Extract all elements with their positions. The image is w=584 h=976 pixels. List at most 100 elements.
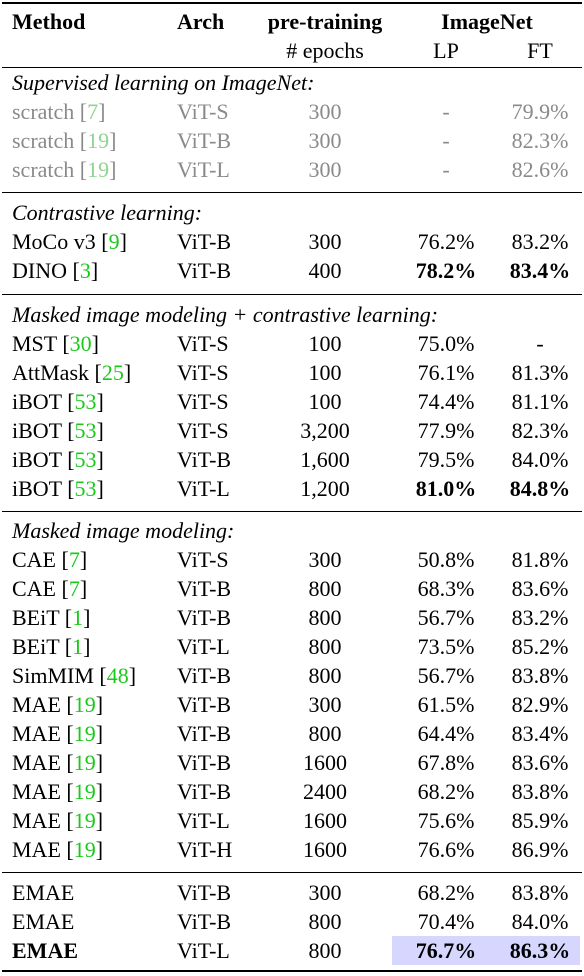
table-row: scratch [19] ViT-L 300 - 82.6% [0,155,584,184]
header-rule [2,67,582,68]
citation-link[interactable]: 3 [79,258,91,283]
arch-cell: ViT-S [177,547,229,572]
arch-cell: ViT-L [177,634,230,659]
table-row: iBOT [53] ViT-L 1,200 81.0% 84.8% [0,474,584,503]
ft-cell-highlight: 86.3% [500,936,580,965]
arch-cell: ViT-B [177,692,232,717]
section-title-mim-contrastive: Masked image modeling + contrastive lear… [0,300,584,329]
ft-cell: 83.6% [511,576,569,601]
method-name: BEiT [12,605,60,630]
header-method: Method [12,9,86,34]
epochs-cell: 800 [308,663,342,688]
section-title: Masked image modeling + contrastive lear… [12,302,439,327]
method-name: BEiT [12,634,60,659]
table-row: AttMask [25] ViT-S 100 76.1% 81.3% [0,358,584,387]
citation-link[interactable]: 19 [73,750,96,775]
citation-link[interactable]: 19 [73,721,96,746]
citation-link[interactable]: 19 [73,779,96,804]
epochs-cell: 300 [308,128,342,153]
lp-cell: 61.5% [417,692,475,717]
method-name: SimMIM [12,663,94,688]
citation-link[interactable]: 19 [87,128,110,153]
lp-cell: 64.4% [417,721,475,746]
epochs-cell: 300 [308,880,342,905]
citation-link[interactable]: 19 [73,837,96,862]
citation-link[interactable]: 30 [69,331,92,356]
arch-cell: ViT-S [177,331,229,356]
epochs-cell: 300 [308,692,342,717]
citation-link[interactable]: 53 [74,447,97,472]
citation-link[interactable]: 53 [74,476,97,501]
ft-cell: 81.1% [511,389,569,414]
header-epochs: # epochs [286,38,364,63]
citation-link[interactable]: 53 [74,418,97,443]
epochs-cell: 800 [308,938,342,963]
epochs-cell: 300 [308,547,342,572]
citation-link[interactable]: 7 [87,99,99,124]
lp-cell: 79.5% [417,447,475,472]
ft-cell: 82.6% [511,157,569,182]
method-name: iBOT [12,418,62,443]
citation-link[interactable]: 9 [108,229,120,254]
section-title: Contrastive learning: [12,200,203,225]
ft-cell: 83.4% [511,721,569,746]
section-title-mim: Masked image modeling: [0,516,584,545]
method-name: EMAE [12,909,75,934]
epochs-cell: 1,600 [300,447,350,472]
ft-cell: 83.8% [511,663,569,688]
arch-cell: ViT-S [177,360,229,385]
arch-cell: ViT-L [177,938,230,963]
header-arch: Arch [177,9,225,34]
epochs-cell: 800 [308,576,342,601]
citation-link[interactable]: 48 [106,663,129,688]
arch-cell: ViT-B [177,258,232,283]
citation-link[interactable]: 19 [87,157,110,182]
method-name: scratch [12,128,75,153]
ft-cell-best: 84.8% [509,476,571,501]
citation-link[interactable]: 19 [73,692,96,717]
table-row: iBOT [53] ViT-S 3,200 77.9% 82.3% [0,416,584,445]
method-name: CAE [12,547,56,572]
section-title: Supervised learning on ImageNet: [12,70,315,95]
header-row-2: # epochs LP FT [0,36,584,65]
ft-cell: 85.2% [511,634,569,659]
ft-cell: - [536,331,544,356]
table-row: EMAE ViT-B 300 68.2% 83.8% [0,878,584,907]
arch-cell: ViT-L [177,157,230,182]
epochs-cell: 3,200 [300,418,350,443]
method-name: MoCo v3 [12,229,96,254]
arch-cell: ViT-S [177,99,229,124]
lp-cell-highlight: 76.7% [392,936,500,965]
table-row-emae-best: EMAE ViT-L 800 76.7% 86.3% [0,936,584,965]
method-name: EMAE [12,938,78,963]
method-name: MAE [12,808,61,833]
method-name: MAE [12,779,61,804]
citation-link[interactable]: 1 [72,634,84,659]
ft-cell: 85.9% [511,808,569,833]
citation-link[interactable]: 19 [73,808,96,833]
epochs-cell: 800 [308,634,342,659]
lp-cell: 67.8% [417,750,475,775]
epochs-cell: 800 [308,605,342,630]
table-row: DINO [3] ViT-B 400 78.2% 83.4% [0,256,584,285]
citation-link[interactable]: 7 [68,576,80,601]
citation-link[interactable]: 53 [74,389,97,414]
table-row: scratch [19] ViT-B 300 - 82.3% [0,126,584,155]
table-row: iBOT [53] ViT-B 1,600 79.5% 84.0% [0,445,584,474]
method-name: iBOT [12,476,62,501]
epochs-cell: 300 [308,99,342,124]
citation-link[interactable]: 25 [101,360,124,385]
epochs-cell: 2400 [303,779,347,804]
method-name: MAE [12,837,61,862]
citation-link[interactable]: 7 [68,547,80,572]
table-row: MST [30] ViT-S 100 75.0% - [0,329,584,358]
arch-cell: ViT-B [177,229,232,254]
lp-cell: 56.7% [417,605,475,630]
citation-link[interactable]: 1 [72,605,84,630]
arch-cell: ViT-S [177,389,229,414]
ft-cell: 83.8% [511,779,569,804]
lp-cell: 76.1% [417,360,475,385]
arch-cell: ViT-B [177,779,232,804]
lp-cell: - [442,99,450,124]
ft-cell: 81.8% [511,547,569,572]
